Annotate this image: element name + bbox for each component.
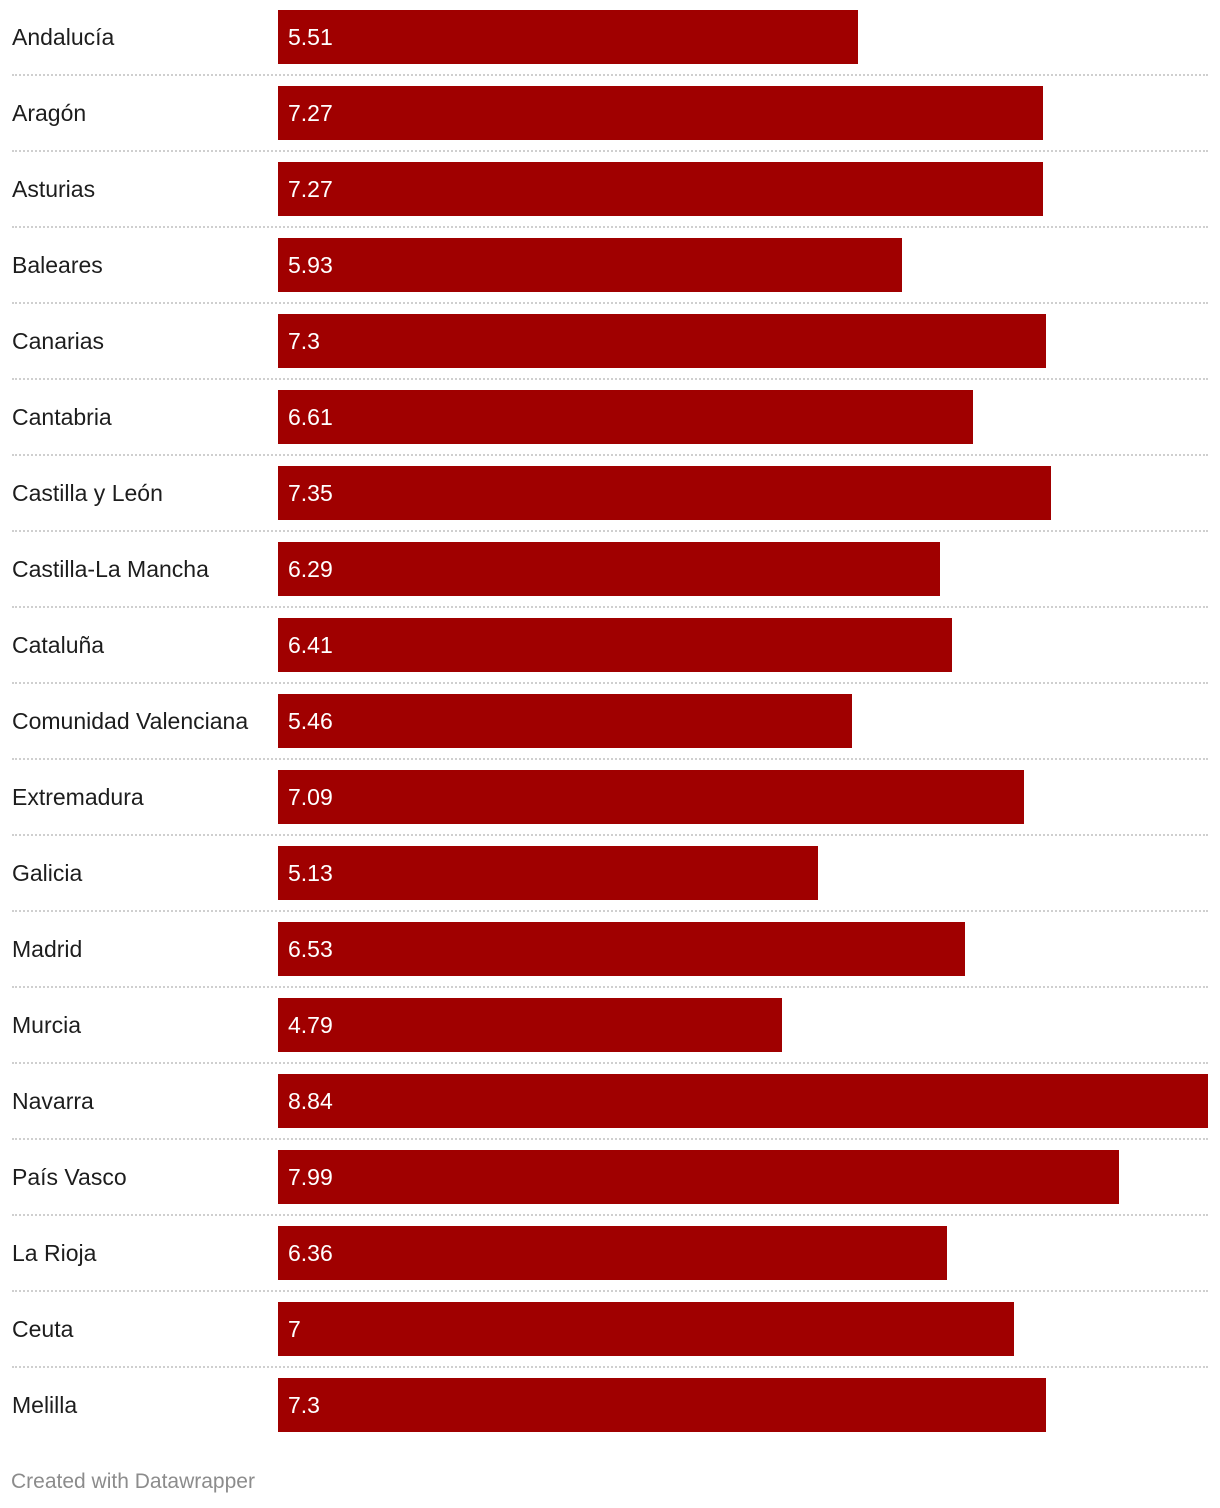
category-label: Madrid xyxy=(12,936,83,962)
category-label: Castilla-La Mancha xyxy=(12,556,209,582)
bar xyxy=(278,1150,1119,1204)
bar-row: Cantabria 6.61 xyxy=(12,380,1208,456)
bar-row: Ceuta 7 xyxy=(12,1292,1208,1368)
row-divider xyxy=(12,302,1208,304)
category-label: Navarra xyxy=(12,1088,94,1114)
bar-row: Asturias 7.27 xyxy=(12,152,1208,228)
value-label: 8.84 xyxy=(288,1088,333,1114)
value-label: 7.3 xyxy=(288,1392,320,1418)
bar-row: Aragón 7.27 xyxy=(12,76,1208,152)
value-label: 7.27 xyxy=(288,100,333,126)
bar-chart: Andalucía 5.51 Aragón 7.27 Asturias 7.27 Balea… xyxy=(12,0,1208,1444)
bar-row: País Vasco 7.99 xyxy=(12,1140,1208,1216)
credit-footer: Created with Datawrapper xyxy=(11,1470,255,1493)
bar-row: Comunidad Valenciana 5.46 xyxy=(12,684,1208,760)
value-label: 6.41 xyxy=(288,632,333,658)
bar-row: Madrid 6.53 xyxy=(12,912,1208,988)
bar xyxy=(278,390,973,444)
value-label: 7.3 xyxy=(288,328,320,354)
bar-row: Extremadura 7.09 xyxy=(12,760,1208,836)
row-divider xyxy=(12,226,1208,228)
value-label: 6.53 xyxy=(288,936,333,962)
bar xyxy=(278,1302,1014,1356)
bar xyxy=(278,86,1043,140)
value-label: 5.46 xyxy=(288,708,333,734)
value-label: 7.09 xyxy=(288,784,333,810)
row-divider xyxy=(12,1290,1208,1292)
bar-row: Canarias 7.3 xyxy=(12,304,1208,380)
bar-row: La Rioja 6.36 xyxy=(12,1216,1208,1292)
bar xyxy=(278,846,818,900)
category-label: Melilla xyxy=(12,1392,78,1418)
row-divider xyxy=(12,682,1208,684)
category-label: Murcia xyxy=(12,1012,82,1038)
category-label: Andalucía xyxy=(12,24,115,50)
value-label: 5.93 xyxy=(288,252,333,278)
value-label: 5.13 xyxy=(288,860,333,886)
value-label: 7.35 xyxy=(288,480,333,506)
bar xyxy=(278,1226,947,1280)
value-label: 7 xyxy=(288,1316,301,1342)
value-label: 6.36 xyxy=(288,1240,333,1266)
category-label: Aragón xyxy=(12,100,87,126)
category-label: Extremadura xyxy=(12,784,144,810)
row-divider xyxy=(12,1366,1208,1368)
value-label: 4.79 xyxy=(288,1012,333,1038)
bar xyxy=(278,542,940,596)
row-divider xyxy=(12,986,1208,988)
category-label: Ceuta xyxy=(12,1316,74,1342)
value-label: 6.29 xyxy=(288,556,333,582)
bar-row: Castilla y León 7.35 xyxy=(12,456,1208,532)
value-label: 7.27 xyxy=(288,176,333,202)
category-label: Asturias xyxy=(12,176,96,202)
row-divider xyxy=(12,606,1208,608)
row-divider xyxy=(12,910,1208,912)
bar-row: Castilla-La Mancha 6.29 xyxy=(12,532,1208,608)
row-divider xyxy=(12,834,1208,836)
category-label: País Vasco xyxy=(12,1164,127,1190)
bar xyxy=(278,998,782,1052)
bar xyxy=(278,238,902,292)
category-label: Canarias xyxy=(12,328,105,354)
bar-row: Baleares 5.93 xyxy=(12,228,1208,304)
category-label: Cataluña xyxy=(12,632,105,658)
bar-row: Murcia 4.79 xyxy=(12,988,1208,1064)
bar xyxy=(278,922,965,976)
bar-row: Cataluña 6.41 xyxy=(12,608,1208,684)
bar xyxy=(278,1074,1208,1128)
category-label: Cantabria xyxy=(12,404,112,430)
bar xyxy=(278,10,858,64)
row-divider xyxy=(12,1138,1208,1140)
bar-row: Navarra 8.84 xyxy=(12,1064,1208,1140)
category-label: Comunidad Valenciana xyxy=(12,708,249,734)
bar-row: Galicia 5.13 xyxy=(12,836,1208,912)
value-label: 7.99 xyxy=(288,1164,333,1190)
row-divider xyxy=(12,530,1208,532)
bar xyxy=(278,770,1024,824)
row-divider xyxy=(12,150,1208,152)
bar xyxy=(278,1378,1046,1432)
row-divider xyxy=(12,1214,1208,1216)
category-label: La Rioja xyxy=(12,1240,97,1266)
bar xyxy=(278,694,852,748)
bar xyxy=(278,618,952,672)
value-label: 5.51 xyxy=(288,24,333,50)
row-divider xyxy=(12,378,1208,380)
category-label: Baleares xyxy=(12,252,103,278)
category-label: Galicia xyxy=(12,860,83,886)
bar xyxy=(278,162,1043,216)
bar-row: Andalucía 5.51 xyxy=(12,0,1208,76)
bar-row: Melilla 7.3 xyxy=(12,1368,1208,1444)
row-divider xyxy=(12,74,1208,76)
bar xyxy=(278,466,1051,520)
category-label: Castilla y León xyxy=(12,480,163,506)
row-divider xyxy=(12,1062,1208,1064)
row-divider xyxy=(12,758,1208,760)
value-label: 6.61 xyxy=(288,404,333,430)
bar xyxy=(278,314,1046,368)
row-divider xyxy=(12,454,1208,456)
